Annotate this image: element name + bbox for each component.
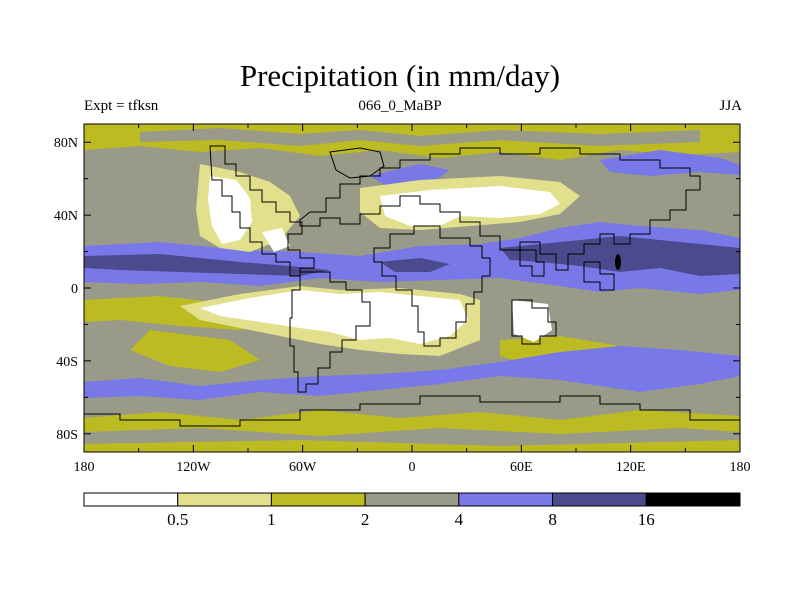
outline-se-asia-islands xyxy=(583,261,615,291)
colorbar-swatch xyxy=(270,492,366,507)
x-tick-label: 120E xyxy=(616,460,646,475)
x-tick-label: 0 xyxy=(409,460,416,475)
colorbar-swatch xyxy=(83,492,179,507)
africa-monsoon-core xyxy=(380,258,450,272)
outline-north-america xyxy=(209,145,315,277)
x-tick-label: 60W xyxy=(289,460,317,475)
extreme-rain-spot xyxy=(615,254,621,270)
itcz-light-blue xyxy=(84,222,740,294)
colorbar-swatch xyxy=(177,492,272,507)
season-label: JJA xyxy=(719,98,742,114)
outline-south-america xyxy=(289,271,371,393)
outline-africa xyxy=(373,225,491,347)
y-tick-label: 0 xyxy=(71,282,78,297)
australia-dry xyxy=(512,300,552,342)
x-tick-label: 60E xyxy=(510,460,533,475)
outline-india xyxy=(519,249,545,277)
x-tick-label: 180 xyxy=(74,460,95,475)
arctic-grey-patch xyxy=(140,128,700,146)
north-pacific-blue xyxy=(600,150,740,176)
y-tick-label: 40S xyxy=(56,355,78,370)
colorbar-label: 8 xyxy=(548,510,557,529)
experiment-label: Expt = tfksn xyxy=(84,98,159,114)
colorbar: 0.5 1 2 4 8 16 xyxy=(83,492,741,529)
outline-eurasia xyxy=(299,147,701,271)
colorbar-swatch xyxy=(458,492,554,507)
north-america-dry xyxy=(208,176,252,244)
colorbar-label: 16 xyxy=(638,510,655,529)
x-tick-label: 120W xyxy=(176,460,211,475)
south-pacific-yellow xyxy=(130,330,260,372)
y-tick-label: 40N xyxy=(54,209,78,224)
colorbar-label: 2 xyxy=(361,510,370,529)
north-africa-dry xyxy=(380,186,560,226)
south-subtropic-dry xyxy=(200,290,468,344)
north-america-dry-small xyxy=(262,228,290,252)
coastlines xyxy=(84,145,740,427)
colorbar-label: 0.5 xyxy=(167,510,188,529)
outline-antarctica xyxy=(84,395,740,427)
outline-greenland xyxy=(329,147,385,179)
colorbar-label: 1 xyxy=(267,510,276,529)
colorbar-label: 4 xyxy=(455,510,464,529)
asian-monsoon-core xyxy=(500,236,740,276)
colorbar-swatch xyxy=(364,492,460,507)
axis-ticks: 180 120W 60W 0 60E 120E 180 80N 40N 0 40S 80S xyxy=(54,124,751,475)
x-tick-label: 180 xyxy=(730,460,751,475)
outline-australia xyxy=(511,299,557,345)
colorbar-swatch xyxy=(645,492,741,507)
map-field xyxy=(84,124,740,452)
period-label: 066_0_MaBP xyxy=(358,98,442,114)
itcz-dark-core xyxy=(84,254,330,276)
y-tick-label: 80S xyxy=(56,428,78,443)
colorbar-swatch xyxy=(552,492,647,507)
south-storm-track xyxy=(84,346,740,400)
y-tick-label: 80N xyxy=(54,136,78,151)
map-title: Precipitation (in mm/day) xyxy=(239,58,561,93)
